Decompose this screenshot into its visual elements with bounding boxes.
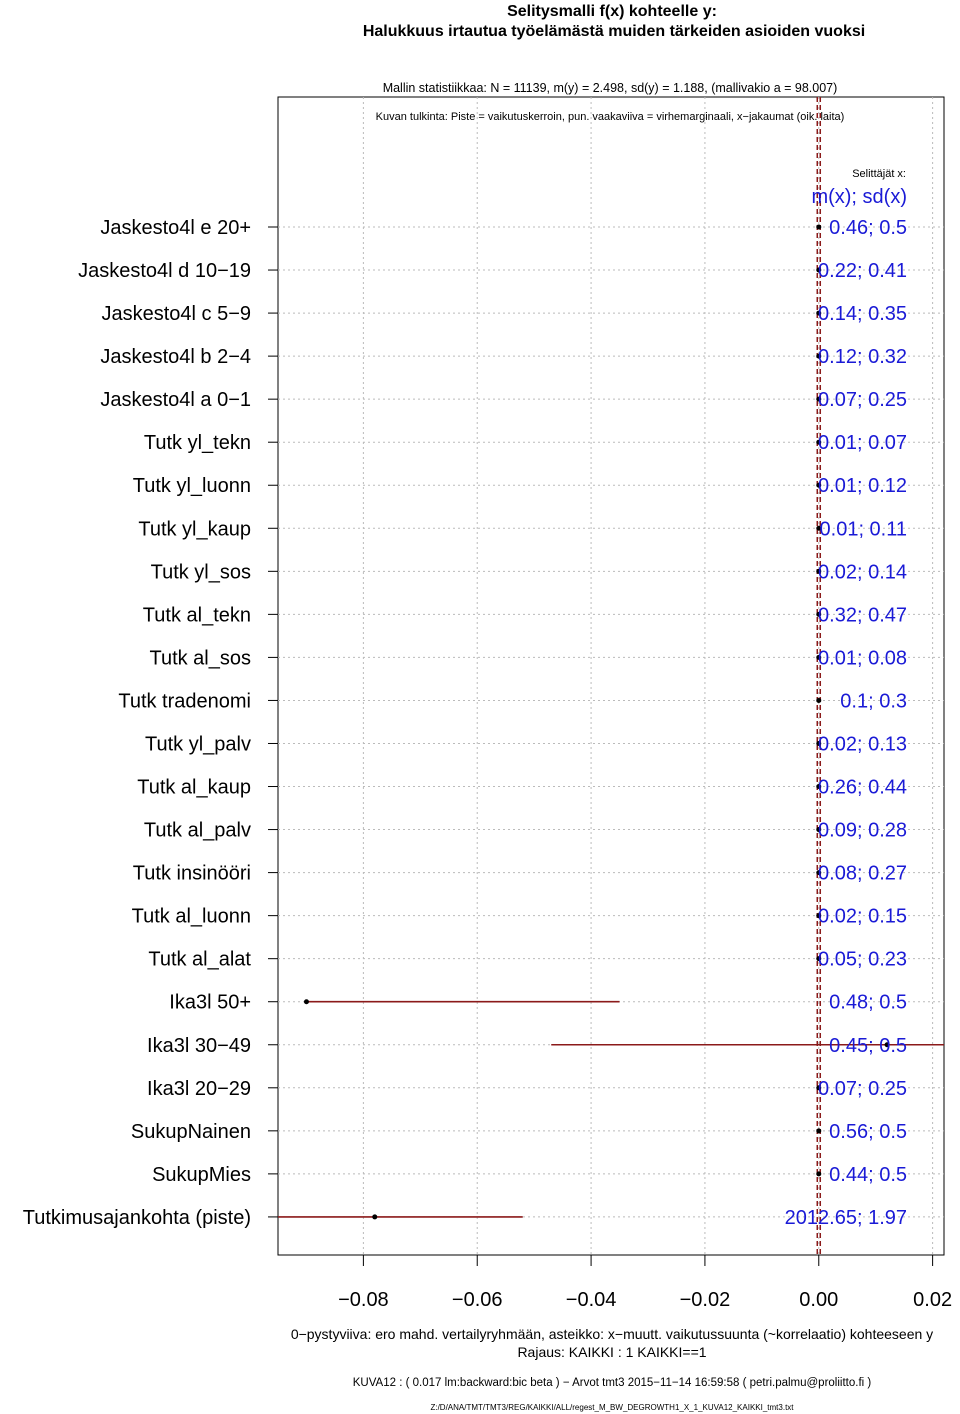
x-tick-label-2: −0.04	[566, 1289, 617, 1311]
point-0	[816, 224, 822, 230]
row-stat-22: 0.44; 0.5	[829, 1164, 907, 1186]
row-stat-17: 0.05; 0.23	[818, 949, 907, 971]
row-stat-13: 0.26; 0.44	[818, 777, 907, 799]
row-stat-14: 0.09; 0.28	[818, 820, 907, 842]
row-label-5: Tutk yl_tekn	[144, 432, 251, 454]
stats-heading-small: Selittäjät x:	[852, 168, 906, 180]
file-path: Z:/D/ANA/TMT/TMT3/REG/KAIKKI/ALL/regest_…	[430, 1403, 794, 1412]
point-15	[816, 870, 822, 876]
row-label-22: SukupMies	[152, 1164, 251, 1186]
x-tick-label-0: −0.08	[338, 1289, 389, 1311]
row-label-12: Tutk yl_palv	[145, 733, 251, 755]
row-stat-20: 0.07; 0.25	[818, 1078, 907, 1100]
row-label-23: Tutkimusajankohta (piste)	[23, 1207, 251, 1229]
point-7	[816, 525, 822, 531]
row-stat-8: 0.02; 0.14	[818, 561, 907, 583]
plot-frame	[277, 96, 945, 1256]
row-label-6: Tutk yl_luonn	[133, 475, 251, 497]
row-label-14: Tutk al_palv	[144, 820, 251, 842]
row-label-3: Jaskesto4l b 2−4	[100, 346, 251, 368]
row-label-9: Tutk al_tekn	[143, 604, 251, 626]
row-stat-0: 0.46; 0.5	[829, 217, 907, 239]
model-stats: Mallin statistiikkaa: N = 11139, m(y) = …	[383, 81, 838, 95]
row-label-1: Jaskesto4l d 10−19	[78, 260, 251, 282]
restriction-note: Rajaus: KAIKKI : 1 KAIKKI==1	[517, 1344, 706, 1360]
point-13	[816, 784, 822, 790]
row-label-16: Tutk al_luonn	[132, 906, 251, 928]
point-19	[884, 1042, 890, 1048]
point-12	[816, 740, 822, 746]
footer-note: KUVA12 : ( 0.017 lm:backward:bic beta ) …	[353, 1377, 872, 1389]
point-21	[816, 1128, 822, 1134]
point-8	[816, 568, 822, 574]
row-stat-12: 0.02; 0.13	[818, 733, 907, 755]
row-label-18: Ika3l 50+	[169, 992, 251, 1014]
interpretation-note: Kuvan tulkinta: Piste = vaikutuskerroin,…	[376, 111, 845, 123]
row-stat-5: 0.01; 0.07	[818, 432, 907, 454]
point-14	[816, 827, 822, 833]
point-2	[816, 310, 822, 316]
row-stat-19: 0.45; 0.5	[829, 1035, 907, 1057]
row-stat-11: 0.1; 0.3	[840, 690, 907, 712]
stats-heading: m(x); sd(x)	[811, 186, 907, 208]
row-label-7: Tutk yl_kaup	[138, 518, 251, 540]
x-tick-label-3: −0.02	[680, 1289, 731, 1311]
row-stat-21: 0.56; 0.5	[829, 1121, 907, 1143]
x-tick-label-5: 0.02	[913, 1289, 952, 1311]
row-stat-15: 0.08; 0.27	[818, 863, 907, 885]
point-6	[816, 482, 822, 488]
row-label-20: Ika3l 20−29	[147, 1078, 251, 1100]
row-stat-3: 0.12; 0.32	[818, 346, 907, 368]
row-label-13: Tutk al_kaup	[137, 777, 251, 799]
row-stat-16: 0.02; 0.15	[818, 906, 907, 928]
row-label-2: Jaskesto4l c 5−9	[101, 303, 251, 325]
point-16	[816, 913, 822, 919]
row-label-0: Jaskesto4l e 20+	[100, 217, 251, 239]
row-stat-10: 0.01; 0.08	[818, 647, 907, 669]
row-label-21: SukupNainen	[131, 1121, 251, 1143]
x-tick-label-1: −0.06	[452, 1289, 503, 1311]
chart-title: Selitysmalli f(x) kohteelle y:	[507, 3, 717, 20]
point-11	[816, 697, 822, 703]
row-stat-6: 0.01; 0.12	[818, 475, 907, 497]
row-label-11: Tutk tradenomi	[118, 690, 251, 712]
row-label-17: Tutk al_alat	[148, 949, 251, 971]
row-label-10: Tutk al_sos	[149, 647, 251, 669]
row-stat-18: 0.48; 0.5	[829, 992, 907, 1014]
point-18	[303, 999, 309, 1005]
point-3	[816, 353, 822, 359]
point-10	[816, 654, 822, 660]
point-4	[816, 396, 822, 402]
row-stat-7: 0.01; 0.11	[820, 518, 907, 540]
row-label-8: Tutk yl_sos	[151, 561, 251, 583]
row-label-15: Tutk insinööri	[133, 863, 251, 885]
row-label-4: Jaskesto4l a 0−1	[100, 389, 251, 411]
chart-subtitle: Halukkuus irtautua työelämästä muiden tä…	[363, 23, 865, 40]
row-stat-1: 0.22; 0.41	[818, 260, 907, 282]
row-stat-9: 0.32; 0.47	[818, 604, 907, 626]
point-9	[816, 611, 822, 617]
x-tick-label-4: 0.00	[799, 1289, 838, 1311]
row-stat-2: 0.14; 0.35	[818, 303, 907, 325]
point-1	[816, 267, 822, 273]
row-label-19: Ika3l 30−49	[147, 1035, 251, 1057]
row-stat-4: 0.07; 0.25	[818, 389, 907, 411]
point-22	[816, 1171, 822, 1177]
point-5	[816, 439, 822, 445]
x-axis-label: 0−pystyviiva: ero mahd. vertailyryhmään,…	[291, 1326, 933, 1342]
row-stat-23: 2012.65; 1.97	[785, 1207, 907, 1229]
point-23	[372, 1214, 378, 1220]
point-20	[816, 1085, 822, 1091]
point-17	[816, 956, 822, 962]
